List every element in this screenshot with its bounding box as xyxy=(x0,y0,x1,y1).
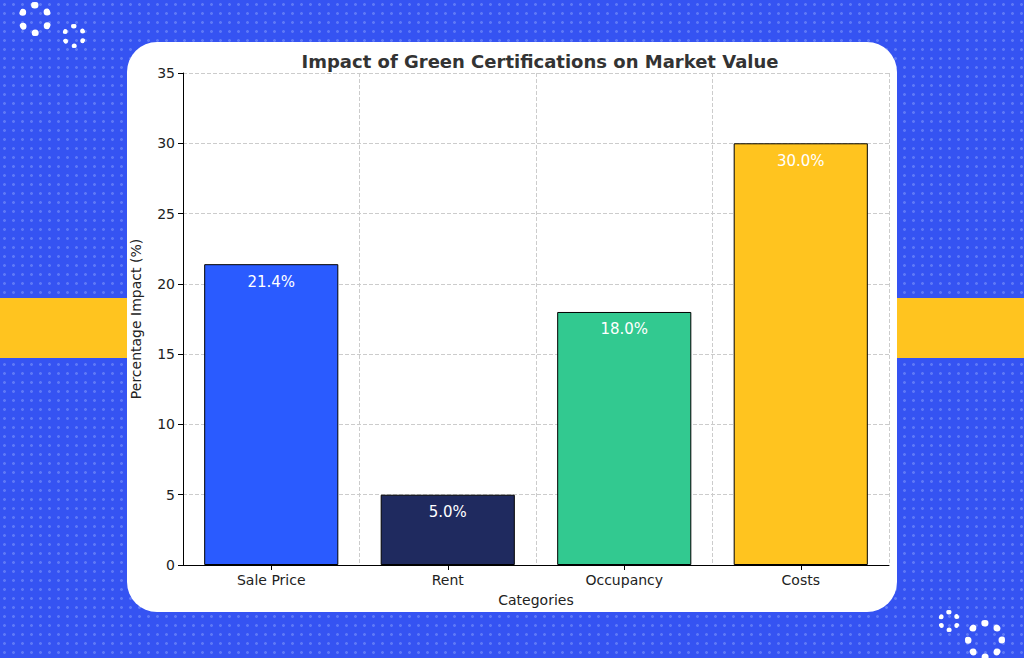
svg-text:Costs: Costs xyxy=(782,572,820,588)
svg-text:18.0%: 18.0% xyxy=(600,320,648,338)
svg-text:5: 5 xyxy=(166,487,175,503)
svg-text:15: 15 xyxy=(157,346,175,362)
svg-text:25: 25 xyxy=(157,206,175,222)
svg-text:0: 0 xyxy=(166,557,175,573)
svg-text:Categories: Categories xyxy=(498,592,573,608)
svg-text:10: 10 xyxy=(157,416,175,432)
svg-text:5.0%: 5.0% xyxy=(429,503,467,521)
svg-text:Impact of Green Certifications: Impact of Green Certifications on Market… xyxy=(301,51,778,72)
svg-text:Rent: Rent xyxy=(432,572,465,588)
svg-text:30.0%: 30.0% xyxy=(777,152,825,170)
svg-text:Sale Price: Sale Price xyxy=(237,572,306,588)
svg-text:Percentage Impact (%): Percentage Impact (%) xyxy=(128,239,144,399)
svg-text:Occupancy: Occupancy xyxy=(585,572,663,588)
svg-text:30: 30 xyxy=(157,135,175,151)
svg-text:20: 20 xyxy=(157,276,175,292)
svg-text:21.4%: 21.4% xyxy=(247,273,295,291)
svg-text:35: 35 xyxy=(157,65,175,81)
